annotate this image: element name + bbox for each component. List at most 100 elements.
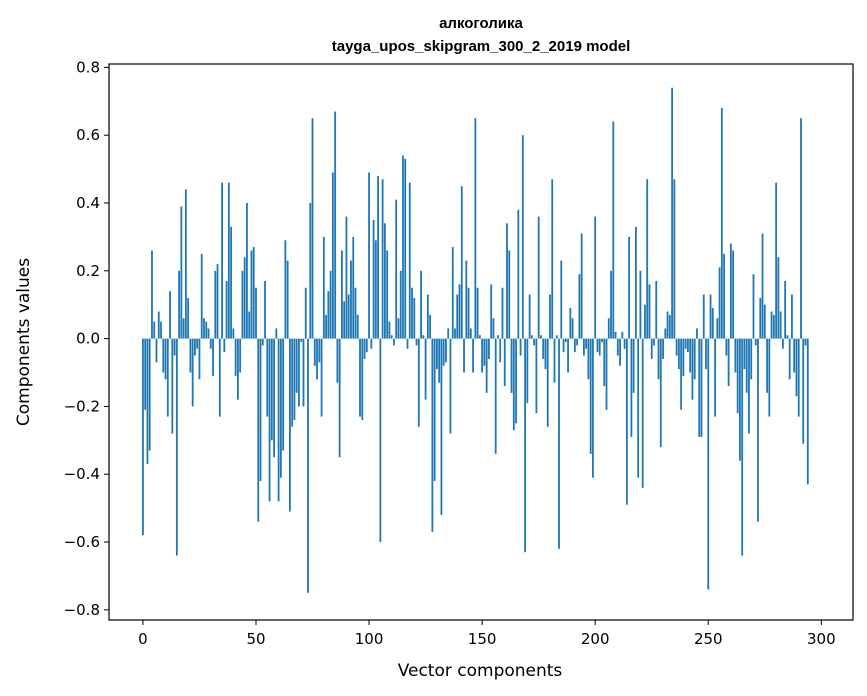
bar: [286, 260, 289, 339]
bar: [363, 338, 366, 359]
bar: [209, 338, 212, 349]
bar: [252, 247, 255, 339]
bar: [607, 318, 610, 339]
bar: [216, 264, 219, 339]
bar: [743, 338, 746, 370]
bar: [698, 338, 701, 437]
bar: [657, 338, 660, 380]
bar: [284, 240, 287, 339]
bar: [537, 216, 540, 339]
bar: [212, 338, 214, 376]
bar: [311, 118, 314, 339]
bar: [589, 338, 592, 454]
bar: [637, 338, 640, 478]
bar: [442, 338, 445, 366]
bar: [648, 284, 651, 339]
bar: [379, 338, 382, 543]
y-tick-label: −0.4: [64, 465, 100, 483]
bar: [515, 338, 517, 424]
bar: [483, 338, 486, 366]
bar: [705, 338, 707, 370]
bar: [372, 219, 375, 339]
y-axis: −0.8 −0.6 −0.4 −0.2 0.0 0.2 0.4 0.6 0.8: [64, 58, 109, 619]
bar: [309, 203, 312, 339]
bar: [451, 247, 454, 339]
bar: [564, 338, 567, 342]
bar: [786, 335, 789, 339]
bar: [241, 270, 244, 339]
bar: [243, 257, 246, 339]
bar: [162, 338, 165, 373]
bar: [494, 338, 497, 454]
bar: [155, 338, 158, 363]
bar: [458, 284, 461, 339]
bar: [585, 338, 588, 349]
bar: [447, 328, 450, 339]
bar: [592, 338, 594, 478]
bar: [775, 182, 778, 339]
bar: [438, 338, 441, 383]
y-tick-label: −0.6: [64, 533, 100, 551]
bar: [560, 260, 563, 339]
bar: [587, 338, 590, 380]
bar: [553, 338, 556, 383]
bar: [307, 338, 309, 593]
bar: [343, 301, 346, 339]
bar: [582, 338, 585, 356]
bar: [630, 338, 633, 437]
bar: [160, 321, 162, 339]
bar: [295, 338, 298, 393]
bar: [232, 328, 235, 339]
bar: [693, 338, 696, 380]
bar: [723, 253, 726, 339]
bar: [535, 338, 538, 414]
bar: [157, 311, 160, 339]
bar: [619, 338, 621, 366]
bar: [270, 338, 273, 441]
y-tick-label: 0.2: [76, 262, 100, 280]
bar: [377, 175, 380, 339]
bar: [395, 199, 398, 339]
bar: [277, 338, 280, 502]
bar: [356, 314, 359, 339]
bar: [173, 338, 176, 356]
bar: [512, 338, 515, 431]
bar: [623, 338, 626, 349]
bar: [757, 338, 759, 522]
bar: [388, 321, 391, 339]
bar: [702, 294, 705, 339]
bar: [341, 250, 343, 339]
bar: [596, 338, 599, 353]
bar: [736, 338, 739, 414]
bar: [594, 216, 597, 339]
bar: [499, 338, 502, 363]
bar: [772, 314, 775, 339]
bar: [218, 338, 221, 417]
bar: [322, 236, 325, 339]
bar: [264, 280, 266, 339]
bar: [734, 338, 737, 373]
bar: [517, 209, 520, 339]
bar: [460, 186, 463, 339]
bar: [467, 287, 470, 339]
bar: [689, 338, 692, 373]
bar: [225, 280, 228, 339]
bar: [804, 338, 807, 346]
bar: [655, 280, 658, 339]
bar: [519, 338, 522, 356]
bar: [766, 338, 768, 393]
bar: [239, 338, 242, 373]
bar: [331, 172, 334, 339]
y-tick-label: −0.2: [64, 397, 100, 415]
bar: [598, 338, 601, 356]
bar: [334, 111, 337, 339]
bar: [313, 338, 316, 366]
bar: [682, 338, 685, 376]
bar: [793, 338, 796, 373]
bar: [164, 338, 167, 380]
bar: [632, 338, 635, 393]
y-axis-label: Components values: [14, 258, 34, 426]
bar: [182, 318, 185, 339]
bar: [763, 304, 766, 339]
bar: [417, 338, 420, 427]
